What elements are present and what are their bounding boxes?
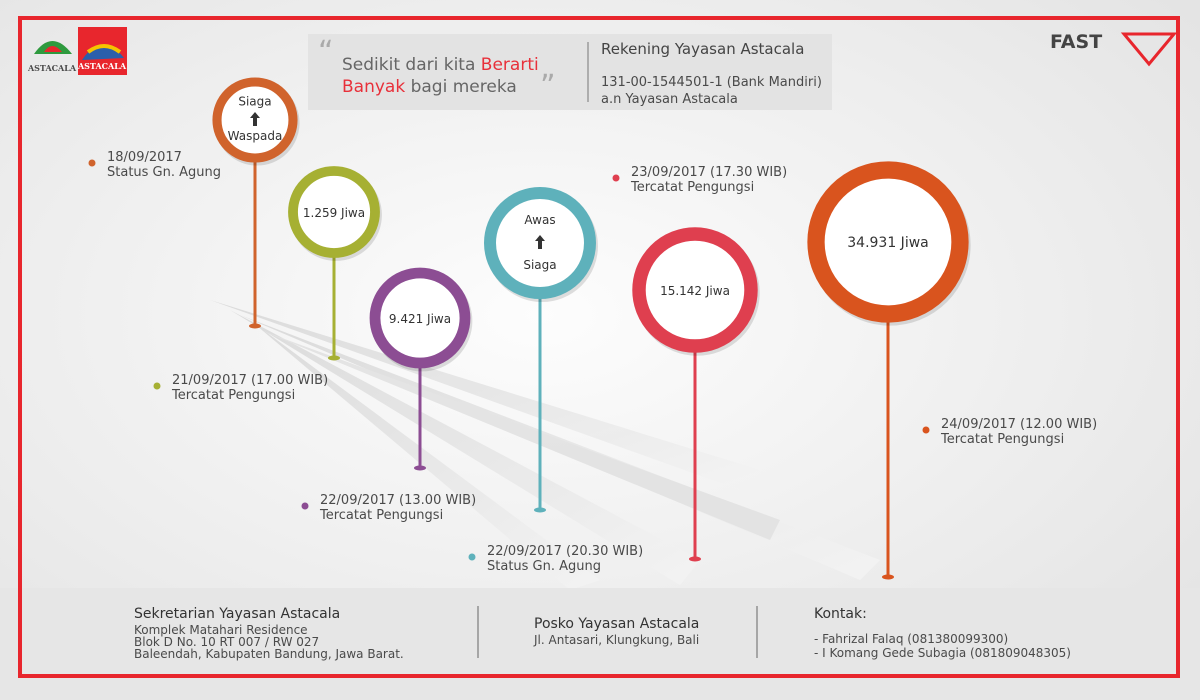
arrow-icon — [535, 235, 545, 249]
pin-date: 22/09/2017 (13.00 WIB) — [320, 493, 476, 508]
pin-note: Tercatat Pengungsi — [171, 388, 295, 403]
pin-text: Siaga — [523, 258, 556, 272]
pin-foot — [534, 507, 546, 513]
logo-text: ASTACALA — [27, 63, 77, 73]
pin-date: 22/09/2017 (20.30 WIB) — [487, 544, 643, 559]
pin-text: 15.142 Jiwa — [660, 284, 730, 298]
footer-title: Sekretarian Yayasan Astacala — [134, 606, 340, 622]
pin-foot — [414, 465, 426, 471]
label-dot — [468, 553, 476, 561]
quote-box — [308, 34, 832, 110]
pin-text: Siaga — [238, 95, 271, 109]
account-number: 131-00-1544501-1 (Bank Mandiri) — [601, 75, 822, 90]
footer-line: Baleendah, Kabupaten Bandung, Jawa Barat… — [134, 647, 404, 661]
arrow-icon — [250, 112, 260, 126]
rays — [210, 300, 880, 590]
quote-line: Sedikit dari kita Berarti — [342, 55, 539, 75]
account-title: Rekening Yayasan Astacala — [601, 40, 804, 58]
pin-date: 21/09/2017 (17.00 WIB) — [172, 373, 328, 388]
pin-foot — [328, 355, 340, 361]
pin-ring — [807, 161, 969, 323]
footer-line: Blok D No. 10 RT 007 / RW 027 — [134, 635, 319, 649]
quote-text: Sedikit dari kita — [342, 55, 475, 75]
pin-text: 34.931 Jiwa — [847, 235, 928, 251]
quote-line: Banyak bagi mereka — [342, 77, 517, 97]
logo-text: ASTACALA — [77, 61, 127, 71]
account-holder: a.n Yayasan Astacala — [601, 92, 738, 107]
footer-band — [0, 588, 1200, 700]
frame — [18, 16, 1180, 678]
pin-note: Tercatat Pengungsi — [940, 432, 1064, 447]
pin-text: Awas — [524, 213, 555, 227]
pin-ring — [369, 267, 471, 369]
logo-left: ASTACALA ASTACALA — [27, 27, 127, 75]
pin-text: Waspada — [228, 129, 283, 143]
label-dot — [922, 426, 930, 434]
pin-ring — [288, 166, 380, 258]
quote-accent: Banyak — [342, 77, 405, 97]
pin-foot — [882, 574, 894, 580]
logo-text: FAST — [1050, 31, 1102, 53]
quote-text: bagi mereka — [411, 77, 517, 97]
quote-accent: Berarti — [481, 55, 539, 75]
footer-line: - Fahrizal Falaq (081380099300) — [814, 632, 1008, 646]
label-dot — [153, 382, 161, 390]
label-dot — [88, 159, 96, 167]
label-dot — [301, 502, 309, 510]
pin-note: Tercatat Pengungsi — [630, 180, 754, 195]
footer-line: - I Komang Gede Subagia (081809048305) — [814, 646, 1071, 660]
footer-title: Kontak: — [814, 606, 867, 622]
pin-note: Status Gn. Agung — [107, 165, 221, 180]
footer-line: Jl. Antasari, Klungkung, Bali — [533, 633, 699, 647]
pin-date: 24/09/2017 (12.00 WIB) — [941, 417, 1097, 432]
pin-date: 18/09/2017 — [107, 150, 182, 165]
pin-text: 1.259 Jiwa — [303, 206, 365, 220]
quote-mark: “ — [318, 35, 334, 70]
pin-note: Tercatat Pengungsi — [319, 508, 443, 523]
footer-line: Komplek Matahari Residence — [134, 623, 308, 637]
pin-text: 9.421 Jiwa — [389, 312, 451, 326]
footer-title: Posko Yayasan Astacala — [534, 616, 699, 632]
pin-foot — [689, 556, 701, 562]
label-dot — [612, 174, 620, 182]
logo-right: FAST — [1050, 31, 1178, 67]
pin-date: 23/09/2017 (17.30 WIB) — [631, 165, 787, 180]
pin-foot — [249, 323, 261, 329]
quote-mark: ” — [540, 69, 556, 104]
pin-ring — [632, 227, 758, 353]
pin-note: Status Gn. Agung — [487, 559, 601, 574]
